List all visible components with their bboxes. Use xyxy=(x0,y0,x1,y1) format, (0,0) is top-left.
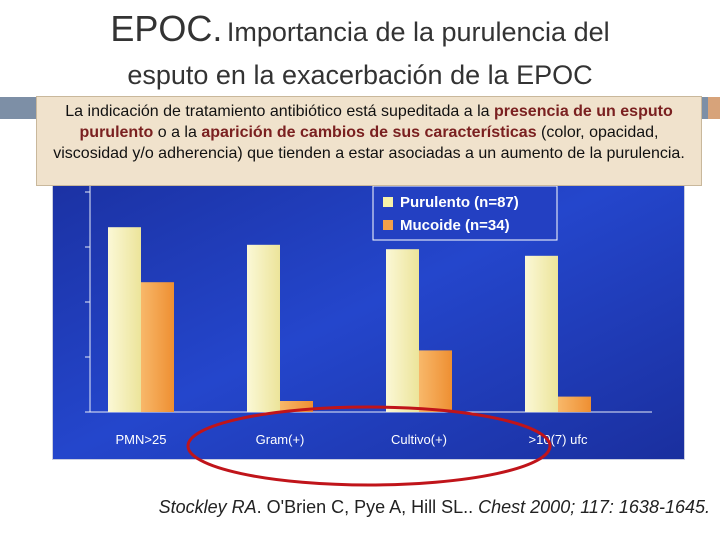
x-tick-label: PMN>25 xyxy=(116,432,167,447)
slide-subtitle: esputo en la exacerbación de la EPOC xyxy=(127,60,593,90)
x-tick-label: Cultivo(+) xyxy=(391,432,447,447)
bar-mucoide-2 xyxy=(419,350,452,412)
chart-svg: PMN>25 Gram(+) Cultivo(+) >10(7) ufc Purule… xyxy=(51,149,686,461)
note-highlight-1: presencia de un esputo purulento xyxy=(79,103,673,141)
citation-journal: Chest 2000; 117: 1638-1645. xyxy=(478,497,710,517)
note-highlight-2: aparición de cambios de sus característi… xyxy=(201,124,537,141)
bar-mucoide-3 xyxy=(558,396,591,412)
legend-label: Purulento (n=87) xyxy=(400,194,519,211)
note-text-2: o a la xyxy=(153,124,202,141)
slide-title: EPOC. Importancia de la purulencia del xyxy=(0,8,720,50)
decorative-strip-accent xyxy=(708,97,720,119)
x-tick-label: Gram(+) xyxy=(256,432,305,447)
title-main: EPOC. xyxy=(110,8,223,49)
note-text-3: (color, opacidad, viscosidad y/o adheren… xyxy=(53,124,685,162)
legend-frame xyxy=(372,185,558,241)
legend-label: Mucoide (n=34) xyxy=(400,217,510,234)
title-rest: Importancia de la purulencia del xyxy=(226,17,610,47)
citation-rest: . O'Brien C, Pye A, Hill SL.. xyxy=(256,497,479,517)
citation: Stockley RA. O'Brien C, Pye A, Hill SL..… xyxy=(0,497,720,518)
legend-swatch-purulento xyxy=(383,197,393,207)
note-text-1: La indicación de tratamiento antibiótico… xyxy=(65,103,494,120)
x-tick-label: >10(7) ufc xyxy=(529,432,588,447)
bar-chart: PMN>25 Gram(+) Cultivo(+) >10(7) ufc Purule… xyxy=(51,149,686,461)
legend-swatch-mucoide xyxy=(383,220,393,230)
bar-purulento-0 xyxy=(108,227,141,412)
bar-mucoide-0 xyxy=(141,282,174,412)
bar-purulento-2 xyxy=(386,249,419,412)
note-box: La indicación de tratamiento antibiótico… xyxy=(36,96,702,186)
bar-purulento-1 xyxy=(247,244,280,412)
bar-purulento-3 xyxy=(525,255,558,412)
bar-mucoide-1 xyxy=(280,401,313,412)
citation-authors: Stockley RA xyxy=(158,497,257,517)
